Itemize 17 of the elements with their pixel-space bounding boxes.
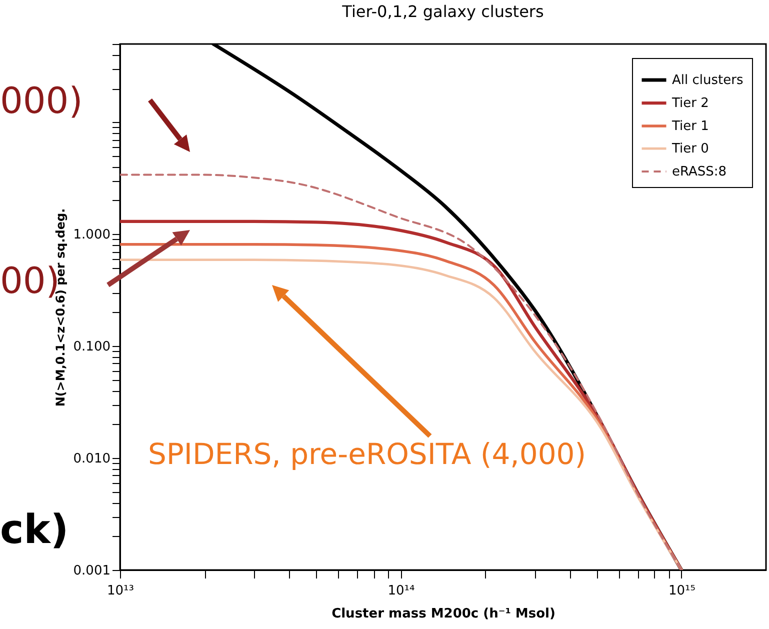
y-tick-label: 0.001	[73, 564, 110, 578]
text: ck)	[0, 507, 69, 553]
y-tick-label: 0.010	[73, 452, 110, 467]
x-tick-label: 10¹⁵	[668, 584, 696, 598]
legend-label: Tier 0	[671, 142, 709, 156]
x-tick-label: 10¹³	[107, 584, 134, 598]
legend-label: All clusters	[672, 73, 744, 88]
text: 000)	[0, 81, 83, 122]
legend-label: Tier 1	[671, 119, 709, 134]
chart-title: Tier-0,1,2 galaxy clusters	[341, 2, 544, 21]
y-tick-label: 1.000	[73, 228, 110, 243]
annotation: SPIDERS, pre-eROSITA (4,000)	[148, 437, 586, 471]
x-axis-title: Cluster mass M200c (h⁻¹ Msol)	[332, 606, 556, 622]
y-tick-label: 0.100	[73, 340, 110, 355]
legend-label: eRASS:8	[672, 164, 727, 180]
legend-label: Tier 2	[671, 96, 709, 111]
x-tick-label: 10¹⁴	[388, 584, 415, 598]
